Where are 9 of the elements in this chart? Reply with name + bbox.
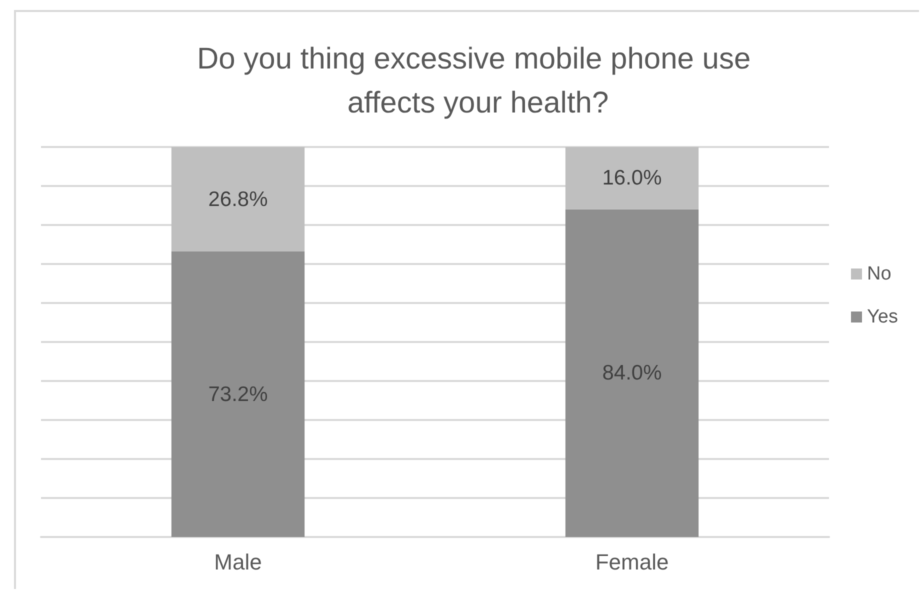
- x-tick-label: Female: [595, 550, 669, 574]
- data-label: 73.2%: [208, 382, 268, 406]
- data-label: 26.8%: [208, 188, 268, 211]
- chart-title: Do you thing excessive mobile phone use affects your health?: [196, 42, 760, 120]
- data-label: 84.0%: [602, 362, 662, 385]
- x-tick-label: Male: [214, 550, 262, 574]
- data-label: 16.0%: [602, 166, 662, 190]
- legend-label: No: [867, 264, 892, 284]
- legend-label: Yes: [867, 306, 898, 328]
